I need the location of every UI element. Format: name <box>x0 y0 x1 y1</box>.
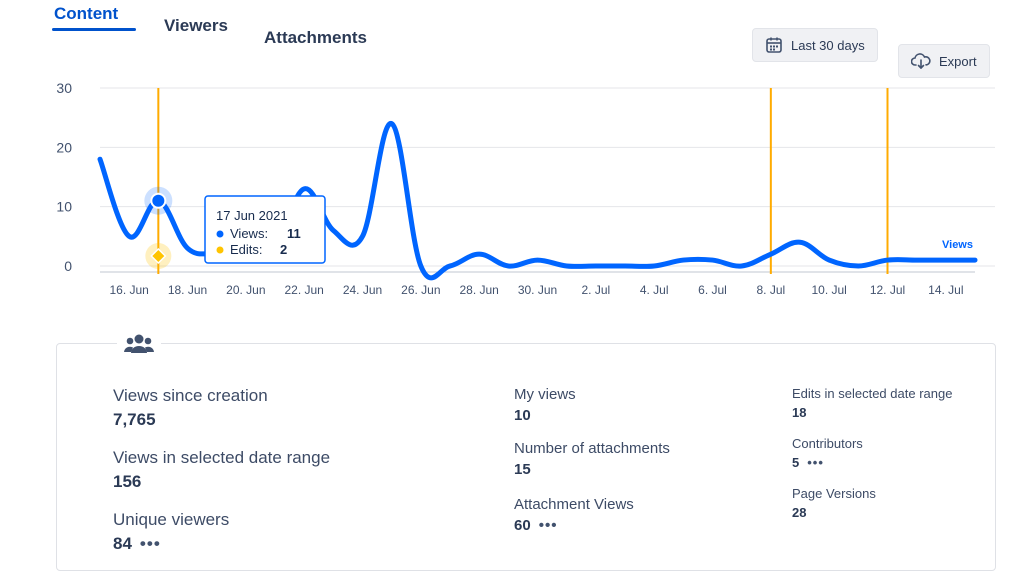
x-axis-ticks: 16. Jun 18. Jun 20. Jun 22. Jun 24. Jun 26. J… <box>109 283 963 297</box>
stat-value: 60 <box>514 517 531 534</box>
views-point[interactable] <box>150 192 167 209</box>
x-tick-label: 26. Jun <box>401 283 440 297</box>
tab-content[interactable]: Content <box>54 4 119 23</box>
edit-point[interactable] <box>150 247 167 265</box>
y-tick-label: 10 <box>56 199 72 215</box>
page-stats-panel: Views since creation 7,765 Views in sele… <box>56 330 996 571</box>
x-tick-label: 24. Jun <box>343 283 382 297</box>
series-legend: Views <box>942 239 973 251</box>
stat-attachment-views: Attachment Views 60 ••• <box>514 496 634 534</box>
y-axis-ticks: 30 20 10 0 <box>56 80 72 274</box>
tab-viewers[interactable]: Viewers <box>164 16 228 35</box>
x-tick-label: 10. Jul <box>811 283 846 297</box>
cloud-download-icon <box>911 53 931 69</box>
x-tick-label: 4. Jul <box>640 283 669 297</box>
stat-my-views: My views 10 <box>514 386 576 424</box>
x-tick-label: 16. Jun <box>109 283 148 297</box>
stat-label: Number of attachments <box>514 440 670 457</box>
stat-label: Views since creation <box>113 386 268 405</box>
tooltip-views-label: Views: <box>230 226 268 241</box>
tooltip-date: 17 Jun 2021 <box>216 208 288 223</box>
date-range-button[interactable]: Last 30 days <box>752 28 878 62</box>
stat-label: Contributors <box>792 436 863 451</box>
tooltip-edits-value: 2 <box>280 242 287 257</box>
x-tick-label: 20. Jun <box>226 283 265 297</box>
stat-edits-in-range: Edits in selected date range 18 <box>792 386 952 420</box>
calendar-icon <box>766 37 782 53</box>
stat-value: 18 <box>792 405 807 420</box>
stat-value: 28 <box>792 505 807 520</box>
users-group-icon <box>117 330 161 358</box>
stat-label: Page Versions <box>792 486 876 501</box>
stat-value: 84 <box>113 534 132 553</box>
stat-label: Views in selected date range <box>113 448 331 467</box>
x-tick-label: 30. Jun <box>518 283 557 297</box>
export-button[interactable]: Export <box>898 44 990 78</box>
chart-tooltip: 17 Jun 2021 Views: 11 Edits: 2 <box>204 195 326 264</box>
stat-value-row: 60 ••• <box>514 517 634 534</box>
tab-bar: Content Viewers Attachments <box>52 0 452 47</box>
x-tick-label: 12. Jul <box>870 283 905 297</box>
stat-unique-viewers: Unique viewers 84 ••• <box>113 510 229 554</box>
edit-markers <box>157 88 889 274</box>
tooltip-edits-dot <box>216 246 224 254</box>
stat-value: 10 <box>514 407 531 424</box>
stat-value: 15 <box>514 461 531 478</box>
contributors-more-button[interactable]: ••• <box>807 455 824 470</box>
active-tab-indicator <box>52 28 136 31</box>
stat-label: My views <box>514 386 576 403</box>
y-tick-label: 30 <box>56 80 72 96</box>
stat-value: 7,765 <box>113 410 156 429</box>
highlight-points <box>144 186 173 269</box>
x-tick-label: 2. Jul <box>581 283 610 297</box>
x-tick-label: 6. Jul <box>698 283 727 297</box>
stat-label: Edits in selected date range <box>792 386 953 401</box>
tooltip-views-value: 11 <box>287 226 301 241</box>
stat-value: 156 <box>113 472 142 491</box>
y-tick-label: 0 <box>64 258 72 274</box>
stat-value-row: 5 ••• <box>792 455 863 470</box>
y-tick-label: 20 <box>56 139 72 155</box>
stat-label: Attachment Views <box>514 496 634 513</box>
x-tick-label: 22. Jun <box>284 283 323 297</box>
attachment-views-more-button[interactable]: ••• <box>538 517 558 534</box>
stat-label: Unique viewers <box>113 510 230 529</box>
tooltip-box <box>204 195 326 264</box>
series-label-views: Views <box>942 239 973 251</box>
stat-number-of-attachments: Number of attachments 15 <box>514 440 670 478</box>
stat-value: 5 <box>792 455 800 470</box>
stat-views-in-range: Views in selected date range 156 <box>113 448 330 492</box>
tab-attachments[interactable]: Attachments <box>264 28 367 47</box>
stat-contributors: Contributors 5 ••• <box>792 436 863 470</box>
stat-views-since-creation: Views since creation 7,765 <box>113 386 268 430</box>
export-label: Export <box>939 53 977 69</box>
x-tick-label: 18. Jun <box>168 283 207 297</box>
unique-viewers-more-button[interactable]: ••• <box>139 534 161 553</box>
x-tick-label: 14. Jul <box>928 283 963 297</box>
stat-page-versions: Page Versions 28 <box>792 486 876 520</box>
stat-value-row: 84 ••• <box>113 534 229 554</box>
x-tick-label: 28. Jun <box>459 283 498 297</box>
date-range-label: Last 30 days <box>791 37 865 53</box>
tooltip-edits-label: Edits: <box>230 242 263 257</box>
tooltip-views-dot <box>216 230 224 238</box>
x-tick-label: 8. Jul <box>756 283 785 297</box>
